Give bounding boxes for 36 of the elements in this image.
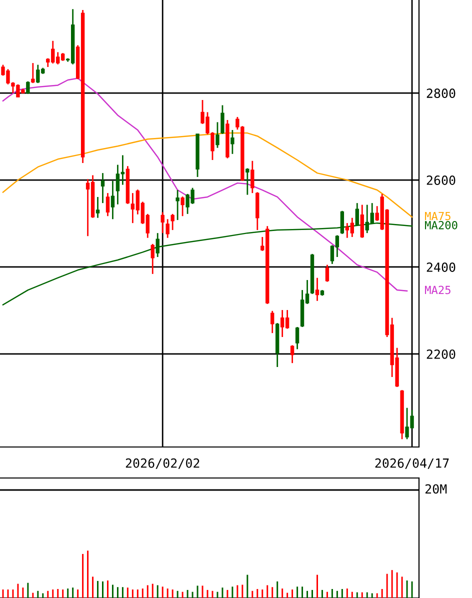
x-tick-label: 2026/04/17: [375, 458, 449, 469]
y-tick-label: 2200: [426, 349, 456, 359]
ref-line-label: 20M: [425, 484, 447, 494]
candlestick: [170, 213, 174, 231]
candlestick: [216, 121, 220, 149]
candlestick: [315, 277, 320, 302]
candlestick: [230, 129, 234, 155]
series-label: MA75: [425, 212, 450, 220]
candlestick: [106, 192, 110, 217]
candlestick: [180, 196, 184, 217]
candlestick: [176, 189, 180, 221]
candlestick: [110, 180, 115, 220]
candlestick: [160, 212, 164, 234]
line-series: [2, 132, 413, 218]
candlestick: [100, 172, 105, 204]
candlestick: [325, 264, 330, 282]
x-tick-label: 2026/02/02: [126, 458, 200, 469]
line-series: [2, 78, 408, 292]
candlestick: [290, 344, 294, 364]
candlestick: [96, 196, 100, 219]
y-tick-label: 2800: [426, 88, 456, 98]
candlestick: [246, 168, 250, 196]
candlestick: [150, 243, 154, 275]
candlestick: [26, 80, 30, 95]
candlestick: [295, 326, 300, 350]
y-tick-label: 2600: [426, 176, 456, 185]
candlestick: [31, 62, 35, 84]
candlestick: [270, 310, 274, 334]
series-label: MA25: [425, 286, 450, 294]
y-tick-label: 2400: [426, 262, 456, 272]
series-label: MA200: [425, 220, 458, 230]
candlestick: [360, 204, 364, 239]
candlestick: [250, 160, 254, 194]
candlestick: [220, 104, 224, 135]
candlestick: [166, 218, 170, 239]
candlestick: [156, 232, 160, 258]
